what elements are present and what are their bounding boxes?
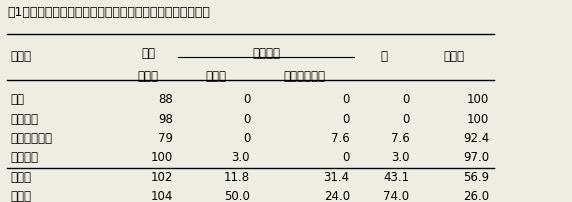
Text: 24.0: 24.0 [324,189,349,202]
Text: 自加賀: 自加賀 [10,170,31,183]
Text: 表1　ウメの果頂部及びその他の部位の樹脂症果の発生率．: 表1 ウメの果頂部及びその他の部位の樹脂症果の発生率． [7,6,210,19]
Text: 92.4: 92.4 [463,131,489,144]
Text: 品　種: 品 種 [10,50,31,63]
Text: 南高: 南高 [10,93,24,106]
Text: 100: 100 [467,112,489,125]
Text: 102: 102 [151,170,173,183]
Text: 健全果: 健全果 [443,50,464,63]
Text: 供試: 供試 [141,47,155,60]
Text: 0: 0 [243,112,250,125]
Text: 74.0: 74.0 [383,189,410,202]
Text: 100: 100 [467,93,489,106]
Text: 79: 79 [158,131,173,144]
Text: 0: 0 [243,131,250,144]
Text: 88: 88 [158,93,173,106]
Text: 加賀地蔵: 加賀地蔵 [10,150,38,163]
Text: 26.0: 26.0 [463,189,489,202]
Text: 0: 0 [243,93,250,106]
Text: その他の部位: その他の部位 [284,69,325,82]
Text: 3.0: 3.0 [232,150,250,163]
Text: 50.0: 50.0 [224,189,250,202]
Text: 果頂部: 果頂部 [206,69,227,82]
Text: 98: 98 [158,112,173,125]
Text: 0: 0 [402,112,410,125]
Text: 11.8: 11.8 [224,170,250,183]
Text: 月世界: 月世界 [10,189,31,202]
Text: 果実数: 果実数 [137,69,158,82]
Text: 56.9: 56.9 [463,170,489,183]
Text: 7.6: 7.6 [391,131,410,144]
Text: 100: 100 [151,150,173,163]
Text: 0: 0 [343,93,349,106]
Text: 104: 104 [151,189,173,202]
Text: 0: 0 [343,112,349,125]
Text: 3.0: 3.0 [391,150,410,163]
Text: 31.4: 31.4 [324,170,349,183]
Text: 7.6: 7.6 [331,131,349,144]
Text: 計: 計 [381,50,388,63]
Text: 0: 0 [402,93,410,106]
Text: 0: 0 [343,150,349,163]
Text: 43.1: 43.1 [383,170,410,183]
Text: 豊後（平塚）: 豊後（平塚） [10,131,52,144]
Text: 97.0: 97.0 [463,150,489,163]
Text: 樹脂症果: 樹脂症果 [252,47,280,60]
Text: 甲州最小: 甲州最小 [10,112,38,125]
